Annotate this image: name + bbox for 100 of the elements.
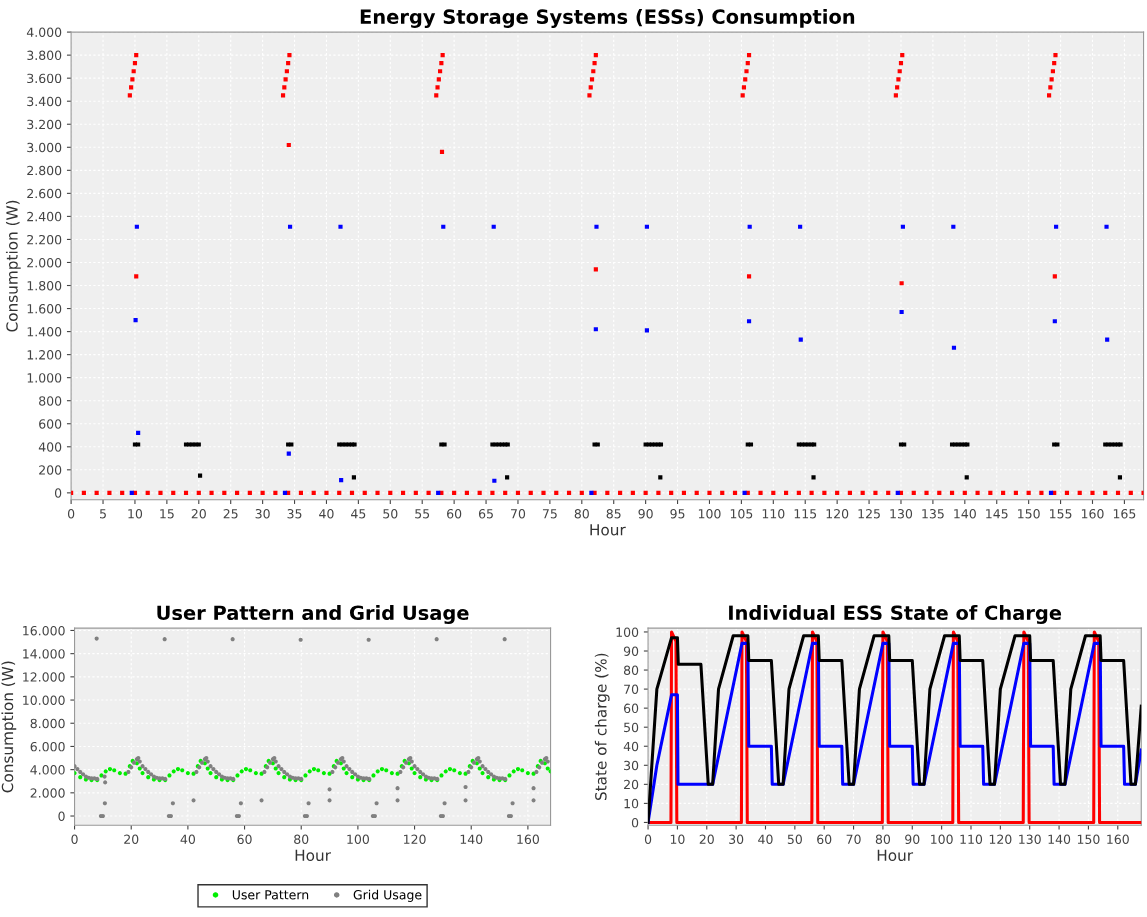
y-tick-label: 2.600 <box>27 188 62 199</box>
x-axis-title: Hour <box>590 524 626 536</box>
point <box>746 319 752 324</box>
y-tick-label: 3.000 <box>27 142 62 153</box>
x-tick-label: 80 <box>875 834 891 844</box>
x-axis-title: Hour <box>877 849 914 862</box>
chart-title: User Pattern and Grid Usage <box>157 605 469 625</box>
x-tick-label: 45 <box>351 509 366 519</box>
x-tick-label: 125 <box>858 509 880 519</box>
x-tick-label: 105 <box>730 509 753 519</box>
x-tick-label: 10 <box>670 834 685 844</box>
y-tick-label: 10.000 <box>23 695 65 705</box>
x-tick-label: 130 <box>890 509 913 519</box>
x-tick-label: 20 <box>124 834 139 844</box>
x-tick-label: 25 <box>223 509 238 519</box>
x-tick-label: 100 <box>698 509 721 519</box>
y-axis-title: State of charge (%) <box>594 653 610 801</box>
y-tick-label: 50 <box>624 722 639 733</box>
point <box>1104 224 1109 229</box>
y-axis-title: Consumption (W) <box>5 200 21 332</box>
point <box>286 451 291 456</box>
x-tick-label: 90 <box>638 509 653 519</box>
y-tick-label: 3.200 <box>27 119 62 130</box>
y-tick-label: 100 <box>616 627 639 637</box>
point <box>339 478 344 483</box>
y-tick-label: 0 <box>54 488 62 498</box>
point <box>899 309 904 315</box>
point <box>1048 490 1054 495</box>
y-tick-label: 400 <box>38 442 62 452</box>
x-tick-label: 50 <box>787 834 802 844</box>
point <box>282 490 288 495</box>
x-tick-label: 100 <box>931 834 953 844</box>
y-tick-label: 8.000 <box>30 718 65 729</box>
point <box>900 224 905 229</box>
x-tick-label: 140 <box>1048 834 1071 844</box>
y-tick-label: 0 <box>58 811 65 821</box>
y-tick-label: 60 <box>623 703 639 714</box>
x-tick-label: 70 <box>511 509 526 519</box>
y-tick-label: 16.000 <box>23 625 65 636</box>
x-tick-label: 140 <box>460 834 483 844</box>
point <box>133 317 138 323</box>
point <box>644 328 649 333</box>
x-tick-label: 40 <box>758 834 773 844</box>
y-tick-label: 3.600 <box>27 73 62 84</box>
point <box>338 224 343 229</box>
x-tick-label: 20 <box>699 834 714 844</box>
x-tick-label: 80 <box>574 509 589 519</box>
point <box>1105 337 1110 342</box>
x-tick-label: 15 <box>160 509 174 519</box>
y-tick-label: 2.000 <box>27 257 62 268</box>
x-tick-label: 0 <box>67 509 75 519</box>
x-tick-label: 155 <box>1050 509 1072 519</box>
y-tick-label: 80 <box>623 665 639 675</box>
x-tick-label: 160 <box>1081 509 1104 519</box>
y-tick-label: 6.000 <box>30 741 65 752</box>
y-tick-label: 2.000 <box>30 788 65 798</box>
x-tick-label: 165 <box>1113 509 1136 519</box>
y-axis-title: Consumption (W) <box>1 661 17 793</box>
point <box>441 224 446 229</box>
legend-label: Grid Usage <box>353 889 422 902</box>
x-tick-label: 135 <box>922 509 944 519</box>
y-tick-label: 4.000 <box>26 27 62 38</box>
x-tick-label: 120 <box>404 834 426 844</box>
x-tick-label: 120 <box>989 834 1012 844</box>
y-tick-label: 1.400 <box>27 327 62 337</box>
x-tick-label: 55 <box>415 509 430 519</box>
x-tick-label: 115 <box>794 509 817 519</box>
x-tick-label: 145 <box>986 509 1008 519</box>
y-tick-label: 1.800 <box>27 280 62 291</box>
x-tick-label: 160 <box>517 834 539 844</box>
y-tick-label: 2.400 <box>27 211 62 222</box>
x-tick-label: 5 <box>100 509 106 519</box>
y-tick-label: 200 <box>39 465 62 475</box>
x-tick-label: 100 <box>347 834 369 844</box>
x-tick-label: 95 <box>670 509 685 519</box>
x-tick-label: 30 <box>729 834 744 844</box>
point <box>644 224 649 229</box>
point <box>798 224 803 229</box>
x-tick-label: 110 <box>762 509 785 519</box>
y-tick-label: 1.200 <box>27 350 62 360</box>
x-tick-label: 160 <box>1107 834 1129 844</box>
point <box>593 327 598 332</box>
x-tick-label: 75 <box>542 509 557 519</box>
x-tick-label: 50 <box>383 509 398 519</box>
y-tick-label: 2.800 <box>27 165 62 176</box>
y-tick-label: 30 <box>624 760 639 771</box>
y-tick-label: 3.400 <box>27 96 62 107</box>
x-tick-label: 120 <box>826 509 849 519</box>
x-tick-label: 70 <box>846 834 861 844</box>
chart-title: Energy Storage Systems (ESSs) Consumption <box>360 8 855 28</box>
y-tick-label: 4.000 <box>30 765 65 775</box>
x-tick-label: 130 <box>1019 834 1041 844</box>
x-tick-label: 140 <box>954 509 976 519</box>
point <box>492 478 497 483</box>
point <box>951 345 957 350</box>
x-tick-label: 60 <box>447 509 462 519</box>
point <box>594 224 599 229</box>
x-tick-label: 35 <box>287 509 302 519</box>
point <box>129 490 134 495</box>
point <box>491 224 496 229</box>
